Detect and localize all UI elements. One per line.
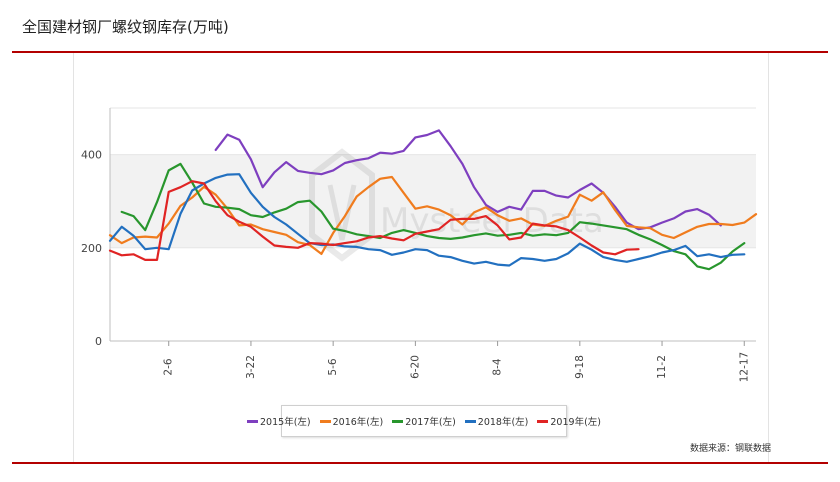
plot-band (110, 154, 756, 248)
legend-item-2016: 2016年(左) (319, 414, 384, 428)
legend-swatch (537, 419, 549, 423)
x-tick-label: 6-20 (409, 355, 421, 379)
series-lines (108, 129, 758, 271)
legend-item-2015: 2015年(左) (247, 414, 311, 428)
legend-swatch (319, 419, 331, 423)
y-tick-label: 400 (81, 149, 102, 162)
grid-lines (110, 107, 756, 342)
legend-label: 2019年(左) (550, 417, 601, 428)
chart-frame (73, 53, 769, 462)
legend-item-2017: 2017年(左) (392, 414, 456, 428)
legend-label: 2018年(左) (477, 417, 529, 428)
page-title: 全国建材钢厂螺纹钢库存(万吨) (22, 18, 229, 36)
legend-swatch (464, 419, 476, 423)
band-200-400 (110, 154, 756, 248)
x-tick-label: 8-4 (492, 358, 504, 375)
y-tick-label: 0 (95, 335, 102, 348)
x-tick-label: 2-6 (163, 358, 175, 375)
series-line-2018 (108, 173, 746, 267)
x-tick-label: 11-2 (656, 355, 668, 379)
chart-legend: 2015年(左) 2016年(左) 2017年(左) 2018年(左) 2019年(左) (247, 405, 601, 437)
x-tick-label: 12-17 (738, 352, 750, 383)
y-tick-label: 200 (81, 242, 102, 255)
series-line-2017 (120, 162, 746, 271)
x-tick-label: 3-22 (245, 355, 257, 379)
legend-swatch (247, 419, 259, 423)
series-line-2019 (108, 180, 640, 261)
legend-label: 2017年(左) (405, 417, 456, 428)
axes: 0 200 400 2-6 3-22 5-6 6-20 8-4 9-18 11-2 12-17 (81, 108, 750, 382)
legend-label: 2016年(左) (332, 417, 384, 428)
source-note: 数据来源：钢联数据 (690, 444, 772, 454)
legend-item-2018: 2018年(左) (464, 414, 529, 428)
series-line-2016 (108, 175, 758, 255)
x-tick-label: 9-18 (574, 355, 586, 379)
bottom-rule (12, 462, 828, 464)
legend-swatch (392, 419, 404, 423)
legend-label: 2015年(左) (260, 417, 311, 428)
top-rule (12, 51, 828, 53)
x-tick-label: 5-6 (327, 358, 339, 375)
legend-item-2019: 2019年(左) (537, 414, 601, 428)
